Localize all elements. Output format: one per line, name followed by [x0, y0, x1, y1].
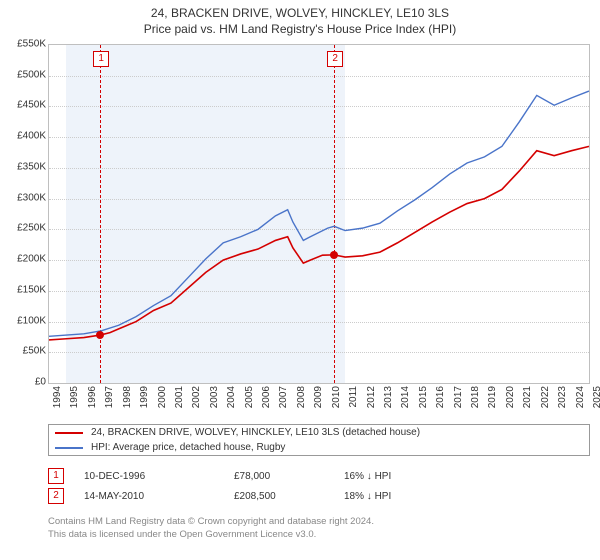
x-tick-label: 2006: [261, 386, 272, 408]
x-tick-label: 2022: [540, 386, 551, 408]
legend-row: HPI: Average price, detached house, Rugb…: [49, 440, 589, 455]
x-tick-label: 2007: [278, 386, 289, 408]
legend-swatch: [55, 447, 83, 449]
x-tick-label: 2019: [487, 386, 498, 408]
x-tick-label: 2002: [191, 386, 202, 408]
x-tick-label: 2001: [174, 386, 185, 408]
x-tick-label: 1994: [52, 386, 63, 408]
y-tick-label: £250K: [2, 223, 46, 234]
chart-container: 24, BRACKEN DRIVE, WOLVEY, HINCKLEY, LE1…: [0, 0, 600, 560]
legend: 24, BRACKEN DRIVE, WOLVEY, HINCKLEY, LE1…: [48, 424, 590, 456]
chart-title: 24, BRACKEN DRIVE, WOLVEY, HINCKLEY, LE1…: [0, 0, 600, 20]
event-badge: 1: [48, 468, 64, 484]
x-tick-label: 2017: [453, 386, 464, 408]
y-tick-label: £550K: [2, 39, 46, 50]
x-tick-label: 2012: [366, 386, 377, 408]
y-tick-label: £100K: [2, 315, 46, 326]
x-tick-label: 2015: [418, 386, 429, 408]
x-tick-label: 2013: [383, 386, 394, 408]
x-tick-label: 1995: [69, 386, 80, 408]
y-tick-label: £350K: [2, 161, 46, 172]
x-tick-label: 1996: [87, 386, 98, 408]
x-tick-label: 2018: [470, 386, 481, 408]
x-tick-label: 2005: [244, 386, 255, 408]
series-price_paid: [49, 146, 589, 340]
x-tick-label: 2020: [505, 386, 516, 408]
x-tick-label: 1997: [104, 386, 115, 408]
legend-label: HPI: Average price, detached house, Rugb…: [91, 442, 285, 453]
y-tick-label: £50K: [2, 346, 46, 357]
y-tick-label: £0: [2, 377, 46, 388]
x-tick-label: 2008: [296, 386, 307, 408]
data-point: [96, 331, 104, 339]
events-table: 1 10-DEC-1996£78,00016% ↓ HPI 2 14-MAY-2010…: [48, 466, 588, 506]
x-tick-label: 1999: [139, 386, 150, 408]
data-point: [330, 251, 338, 259]
x-tick-label: 2010: [331, 386, 342, 408]
x-tick-label: 2000: [157, 386, 168, 408]
y-tick-label: £400K: [2, 131, 46, 142]
x-tick-label: 2014: [400, 386, 411, 408]
event-badge: 2: [48, 488, 64, 504]
chart-subtitle: Price paid vs. HM Land Registry's House …: [0, 20, 600, 40]
y-tick-label: £450K: [2, 100, 46, 111]
event-date: 14-MAY-2010: [84, 491, 234, 502]
legend-row: 24, BRACKEN DRIVE, WOLVEY, HINCKLEY, LE1…: [49, 425, 589, 440]
x-tick-label: 2009: [313, 386, 324, 408]
footnote: Contains HM Land Registry data © Crown c…: [48, 516, 588, 542]
x-tick-label: 1998: [122, 386, 133, 408]
footnote-line-1: Contains HM Land Registry data © Crown c…: [48, 516, 588, 529]
x-tick-label: 2003: [209, 386, 220, 408]
event-delta: 16% ↓ HPI: [344, 471, 454, 482]
plot-area: 12: [48, 44, 590, 384]
event-price: £78,000: [234, 471, 344, 482]
legend-swatch: [55, 432, 83, 434]
y-tick-label: £200K: [2, 254, 46, 265]
series-svg: [49, 45, 589, 383]
x-tick-label: 2024: [575, 386, 586, 408]
x-tick-label: 2011: [348, 386, 359, 408]
y-tick-label: £300K: [2, 192, 46, 203]
series-hpi: [49, 91, 589, 336]
legend-label: 24, BRACKEN DRIVE, WOLVEY, HINCKLEY, LE1…: [91, 427, 420, 438]
y-tick-label: £500K: [2, 69, 46, 80]
footnote-line-2: This data is licensed under the Open Gov…: [48, 529, 588, 542]
event-date: 10-DEC-1996: [84, 471, 234, 482]
event-row: 2 14-MAY-2010£208,50018% ↓ HPI: [48, 486, 588, 506]
event-price: £208,500: [234, 491, 344, 502]
x-tick-label: 2023: [557, 386, 568, 408]
event-delta: 18% ↓ HPI: [344, 491, 454, 502]
x-tick-label: 2016: [435, 386, 446, 408]
x-tick-label: 2004: [226, 386, 237, 408]
x-tick-label: 2021: [522, 386, 533, 408]
event-row: 1 10-DEC-1996£78,00016% ↓ HPI: [48, 466, 588, 486]
y-tick-label: £150K: [2, 284, 46, 295]
x-tick-label: 2025: [592, 386, 600, 408]
